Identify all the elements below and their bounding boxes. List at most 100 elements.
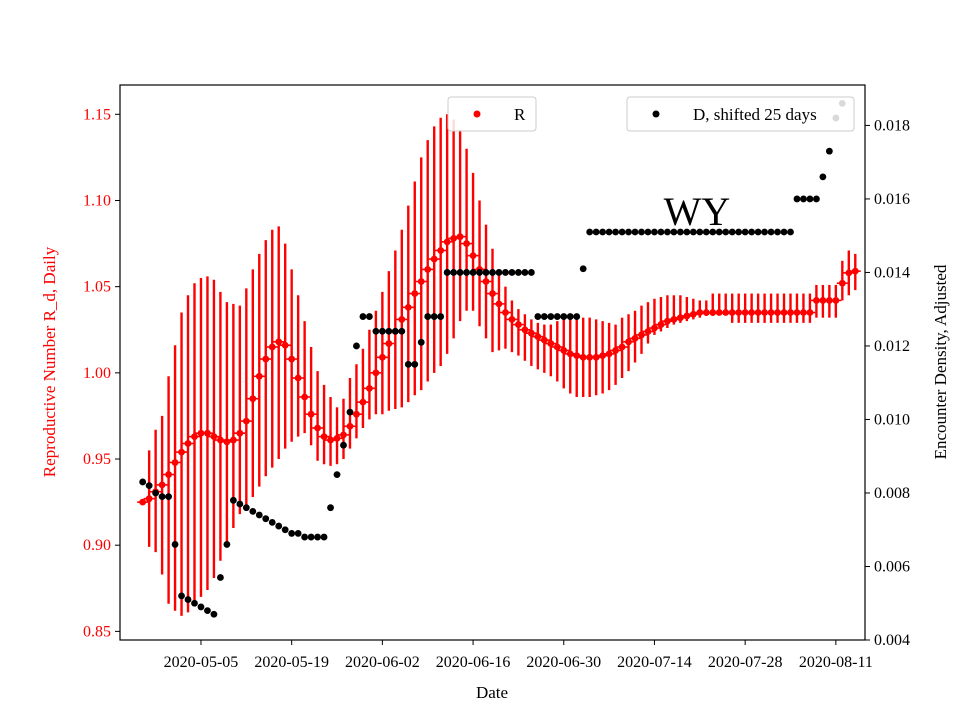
d-point	[728, 228, 736, 236]
d-point	[670, 228, 678, 236]
d-point	[696, 228, 704, 236]
right-tick-label: 0.004	[874, 632, 910, 649]
r-point	[242, 417, 250, 425]
r-point	[702, 309, 710, 316]
right-tick-label: 0.010	[874, 411, 910, 428]
legend-r: R	[447, 96, 537, 132]
d-point	[268, 518, 276, 526]
d-point	[145, 482, 153, 490]
d-point	[664, 228, 671, 236]
d-point	[223, 541, 231, 548]
r-point	[469, 252, 477, 260]
r-point	[482, 278, 490, 285]
r-point	[735, 309, 743, 316]
r-point	[145, 495, 153, 503]
x-tick-label: 2020-07-28	[708, 654, 783, 671]
right-tick-label: 0.014	[874, 264, 910, 281]
r-point	[366, 384, 373, 392]
r-point	[560, 347, 568, 354]
d-point	[638, 228, 645, 236]
d-point	[547, 313, 555, 320]
r-point	[236, 429, 244, 437]
d-point	[152, 489, 160, 497]
d-point	[139, 478, 147, 486]
r-point	[774, 309, 781, 316]
d-point	[450, 269, 458, 276]
left-tick-label: 0.90	[83, 537, 111, 554]
d-point	[463, 269, 470, 276]
r-point	[793, 309, 801, 316]
r-point	[683, 312, 691, 320]
d-point	[210, 610, 218, 618]
d-point	[204, 607, 211, 614]
d-point	[249, 507, 257, 515]
r-point	[599, 352, 607, 360]
r-point	[761, 309, 768, 316]
d-point	[586, 228, 594, 236]
d-point	[456, 269, 464, 276]
r-point	[417, 278, 425, 285]
r-point	[664, 317, 671, 325]
r-point	[404, 303, 412, 311]
r-point	[631, 334, 639, 342]
r-point	[644, 328, 652, 335]
d-point	[424, 313, 432, 320]
legend-d-label: D, shifted 25 days	[693, 105, 817, 124]
r-point	[618, 343, 626, 351]
x-tick-label: 2020-08-11	[799, 654, 873, 671]
left-tick-label: 0.85	[83, 623, 111, 640]
legend-r-marker	[473, 110, 481, 118]
r-point	[178, 448, 185, 456]
d-point	[288, 530, 296, 537]
r-point	[184, 440, 192, 447]
r-point	[424, 266, 432, 273]
d-point	[521, 269, 529, 276]
d-point	[417, 338, 425, 346]
r-point	[715, 309, 723, 316]
d-point	[774, 228, 781, 236]
d-point	[430, 313, 438, 320]
r-point	[709, 309, 717, 316]
d-point	[327, 504, 334, 512]
r-point	[495, 300, 503, 308]
r-point	[378, 353, 386, 361]
x-tick-label: 2020-05-19	[254, 654, 329, 671]
r-point	[651, 324, 658, 332]
d-point	[618, 228, 626, 236]
d-point	[385, 327, 393, 335]
r-point	[249, 395, 257, 403]
r-point	[573, 352, 581, 360]
r-point	[327, 436, 334, 444]
d-point	[813, 195, 820, 203]
r-point	[411, 290, 419, 297]
r-point	[638, 331, 645, 339]
d-point	[825, 147, 833, 155]
d-point	[508, 269, 516, 276]
d-point	[165, 493, 172, 501]
right-tick-label: 0.008	[874, 485, 910, 502]
d-point	[398, 327, 406, 335]
d-point	[741, 228, 749, 236]
d-point	[767, 228, 775, 236]
d-point	[761, 228, 768, 236]
y-axis-right-label: Encounter Density, Adjusted	[931, 264, 950, 459]
d-point	[722, 228, 730, 236]
d-point	[346, 408, 354, 416]
left-axis: 0.85 0.90 0.95 1.00 1.05 1.10 1.15	[83, 106, 120, 640]
d-point	[573, 313, 581, 320]
r-point	[353, 410, 360, 418]
r-point	[579, 353, 587, 361]
x-axis-label: Date	[476, 683, 508, 702]
r-point	[340, 431, 347, 439]
left-tick-label: 1.00	[83, 365, 111, 382]
right-tick-label: 0.016	[874, 191, 910, 208]
r-point	[139, 498, 147, 506]
r-point	[314, 424, 321, 432]
d-point	[780, 228, 788, 236]
d-point	[689, 228, 697, 236]
r-point	[851, 267, 859, 275]
d-point	[709, 228, 717, 236]
r-point	[489, 290, 496, 297]
r-point	[527, 329, 535, 337]
